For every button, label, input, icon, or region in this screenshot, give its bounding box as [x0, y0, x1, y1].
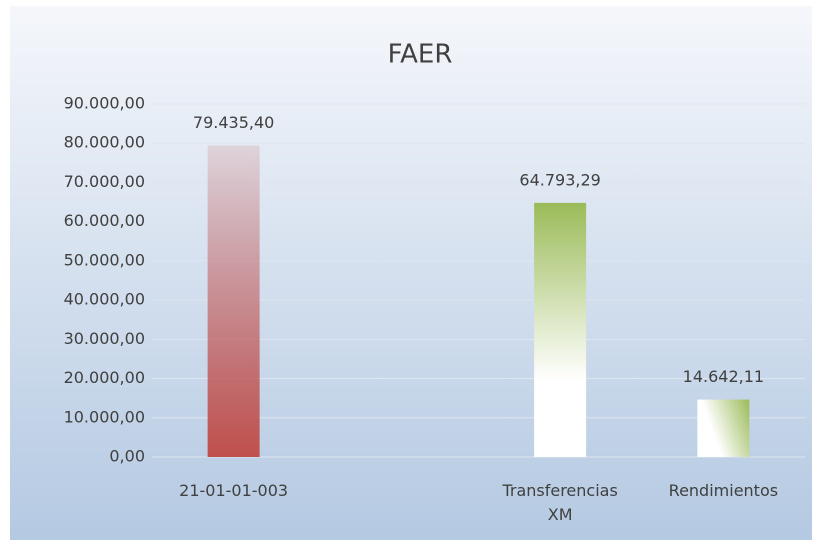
x-tick-label: Transferencias XM — [502, 481, 618, 524]
data-label: 14.642,11 — [683, 367, 764, 386]
y-tick-label: 50.000,00 — [64, 250, 145, 269]
y-tick-label: 70.000,00 — [64, 172, 145, 191]
chart-background — [10, 6, 812, 540]
chart-title: FAER — [388, 40, 453, 70]
y-tick-label: 10.000,00 — [64, 407, 145, 426]
data-label: 64.793,29 — [519, 170, 600, 189]
y-tick-label: 60.000,00 — [64, 211, 145, 230]
bar — [534, 202, 587, 457]
data-label: 79.435,40 — [193, 113, 274, 132]
y-tick-label: 20.000,00 — [64, 368, 145, 387]
y-tick-label: 90.000,00 — [64, 94, 145, 113]
y-tick-label: 0,00 — [109, 447, 145, 466]
y-tick-label: 30.000,00 — [64, 329, 145, 348]
y-tick-label: 40.000,00 — [64, 290, 145, 309]
x-tick-label: 21-01-01-003 — [179, 481, 289, 500]
y-tick-label: 80.000,00 — [64, 133, 145, 152]
bar — [697, 399, 750, 457]
x-tick-label: Rendimientos — [668, 481, 779, 500]
bar — [207, 145, 260, 457]
